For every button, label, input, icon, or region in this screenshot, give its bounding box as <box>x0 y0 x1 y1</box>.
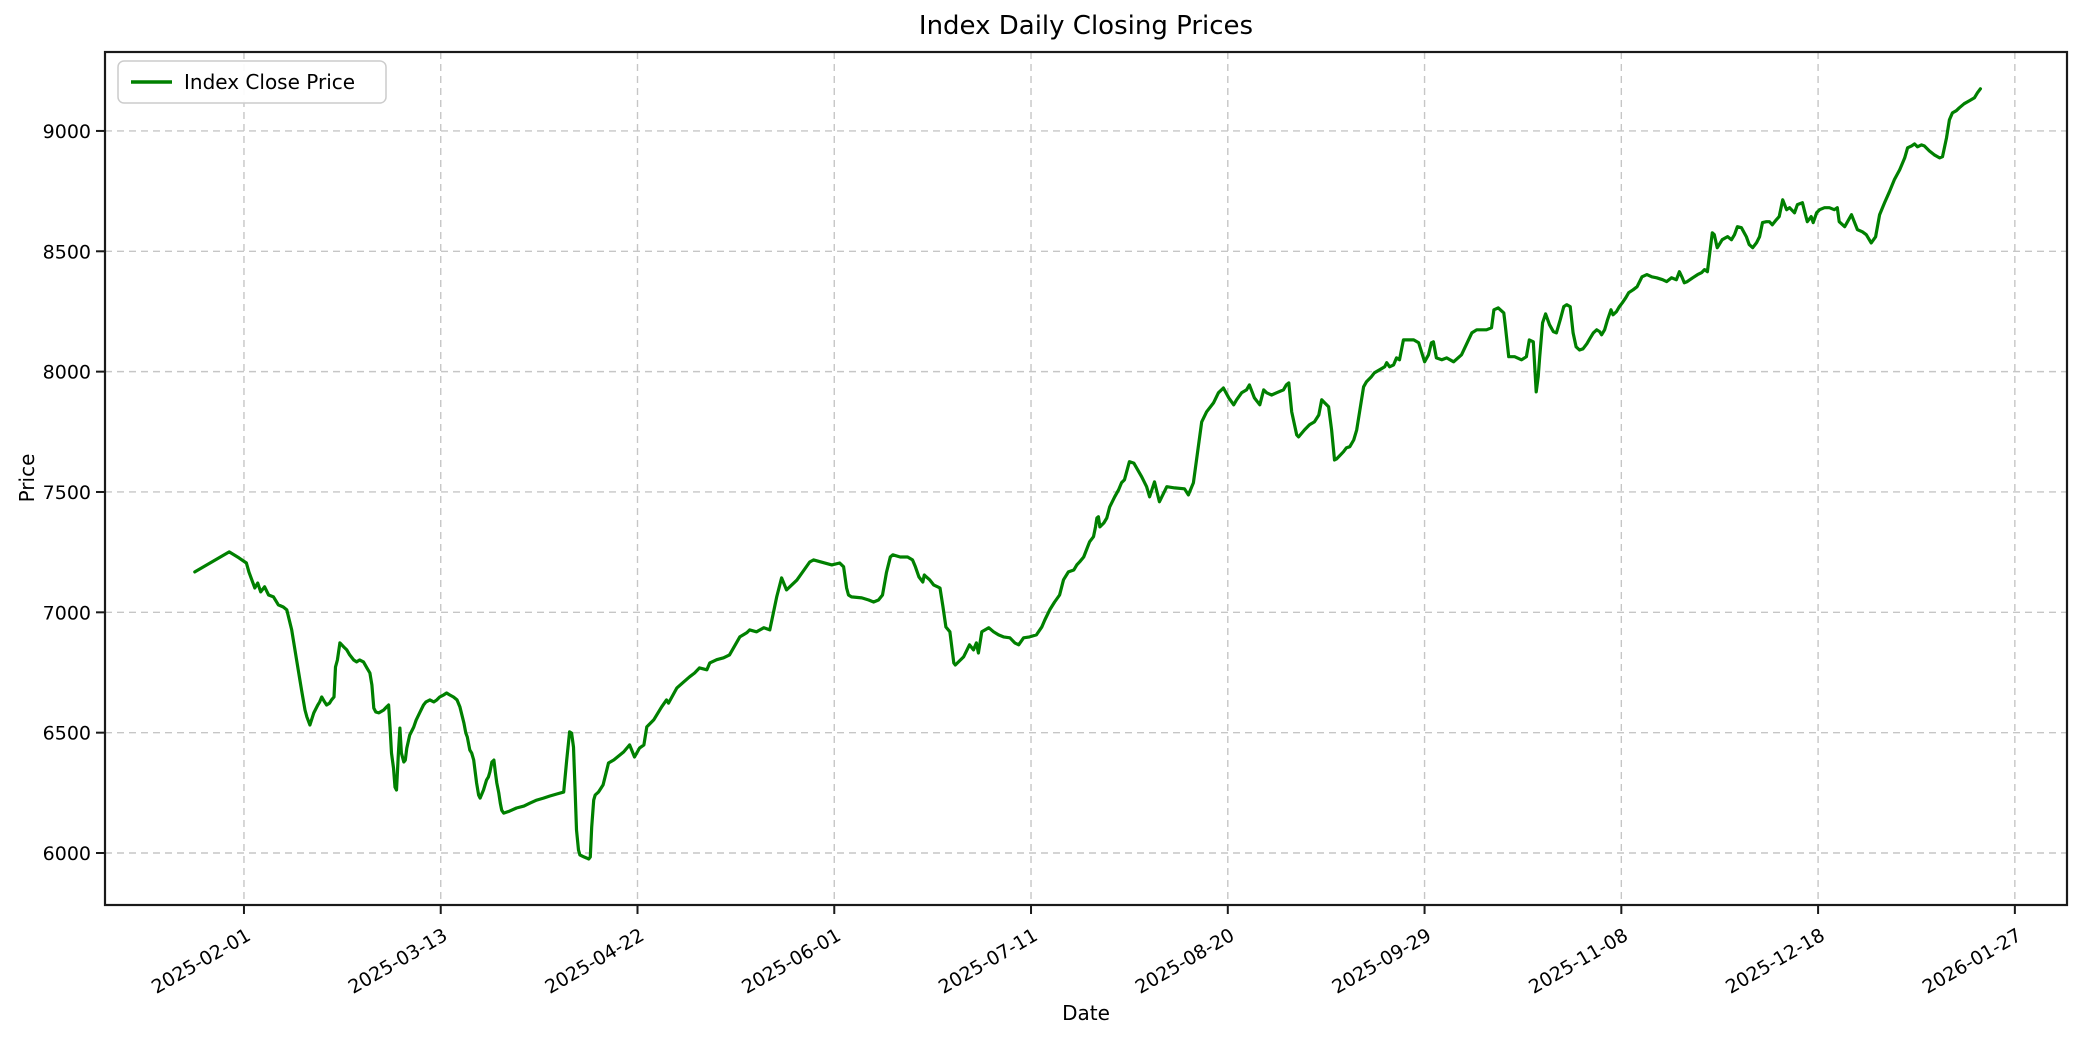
gridlines <box>105 52 2067 905</box>
legend-box <box>117 60 387 104</box>
x-tick-label: 2025-03-13 <box>345 924 452 998</box>
chart-title: Index Daily Closing Prices <box>919 11 1253 41</box>
y-tick-label: 9000 <box>43 121 91 143</box>
y-tick-label: 7500 <box>43 482 91 504</box>
x-axis-label: Date <box>1062 1001 1110 1025</box>
x-tick-label: 2025-12-18 <box>1722 924 1829 998</box>
x-tick-label: 2026-01-27 <box>1919 924 2026 998</box>
x-tick-label: 2025-08-20 <box>1132 924 1239 998</box>
y-tick-label: 7000 <box>43 602 91 624</box>
x-tick-label: 2025-07-11 <box>935 924 1042 998</box>
y-tick-label: 8500 <box>43 241 91 263</box>
y-tick-label: 6000 <box>43 843 91 865</box>
legend-label: Index Close Price <box>184 70 355 94</box>
x-tick-label: 2025-11-08 <box>1525 924 1632 998</box>
axis-ticks: 2025-02-01 2025-03-13 2025-04-22 2025-06-01… <box>43 121 2026 999</box>
y-tick-label: 6500 <box>43 723 91 745</box>
x-tick-label: 2025-02-01 <box>148 924 255 998</box>
legend: Index Close Price <box>117 60 387 104</box>
y-axis-label: Price <box>15 454 39 503</box>
x-tick-label: 2025-09-29 <box>1328 924 1435 998</box>
plot-border <box>103 50 2069 907</box>
y-tick-label: 8000 <box>43 362 91 384</box>
price-line-series <box>193 87 1982 861</box>
x-tick-label: 2025-06-01 <box>738 924 845 998</box>
x-tick-label: 2025-04-22 <box>541 924 648 998</box>
